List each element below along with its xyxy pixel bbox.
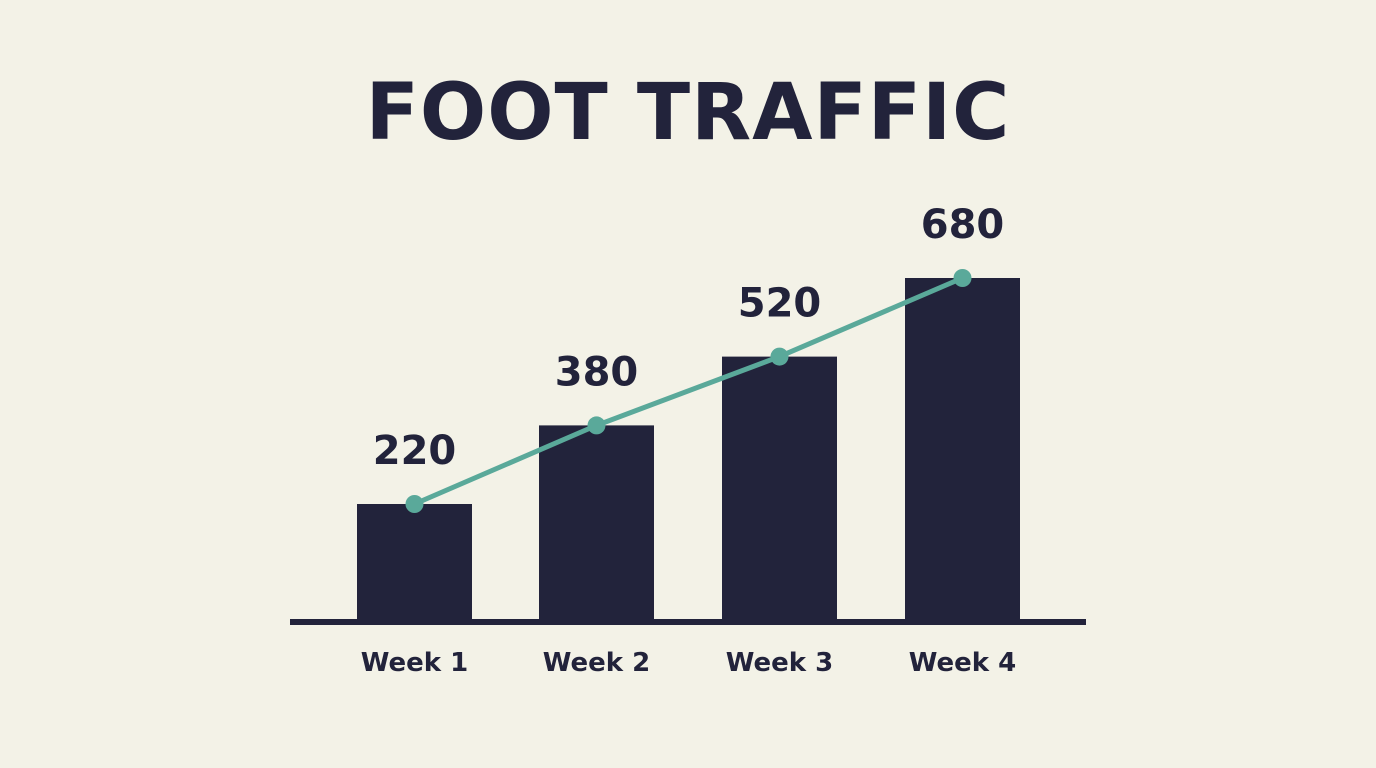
- bar-series: [357, 278, 1020, 620]
- trend-markers: [405, 269, 972, 513]
- bar-week-2: [539, 425, 654, 620]
- x-axis-line: [290, 619, 1086, 625]
- trend-marker: [770, 347, 789, 366]
- trend-marker: [405, 495, 424, 513]
- x-tick-label: Week 2: [543, 648, 650, 678]
- data-label: 520: [738, 281, 822, 327]
- data-label: 220: [373, 428, 457, 474]
- bar-week-3: [722, 356, 837, 620]
- x-tick-label: Week 1: [361, 648, 468, 678]
- trend-line: [412, 275, 965, 507]
- chart-title: FOOT TRAFFIC: [365, 68, 1011, 158]
- data-labels: 220 380 520 680: [373, 202, 1005, 474]
- bar-week-1: [357, 504, 472, 620]
- x-tick-label: Week 3: [726, 648, 833, 678]
- trend-marker: [953, 269, 972, 287]
- bar-week-4: [905, 278, 1020, 620]
- data-label: 680: [921, 202, 1005, 248]
- trend-marker: [587, 416, 606, 435]
- x-tick-label: Week 4: [909, 648, 1016, 678]
- x-axis-labels: Week 1 Week 2 Week 3 Week 4: [361, 648, 1016, 678]
- data-label: 380: [555, 349, 639, 395]
